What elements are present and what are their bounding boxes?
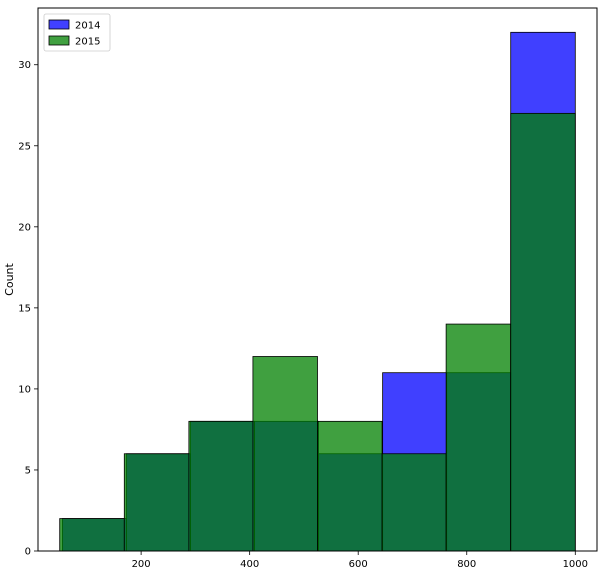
bar-2015-6: [445, 323, 512, 552]
y-tick-label: 30: [18, 60, 31, 71]
bar-2015-4: [317, 420, 383, 552]
legend-swatch-2014: [48, 19, 70, 30]
legend-label-2015: 2015: [75, 37, 100, 48]
y-tick-label: 5: [25, 465, 31, 476]
y-tick-label: 0: [25, 547, 31, 558]
bar-2015-1: [123, 453, 190, 552]
x-tick-label: 1000: [563, 559, 588, 570]
bar-2015-5: [381, 453, 447, 552]
bar-2015-0: [59, 518, 125, 552]
y-tick-label: 15: [18, 303, 31, 314]
y-tick-label: 20: [18, 222, 31, 233]
bar-2015-2: [188, 420, 254, 552]
y-axis: 0 5 10 15 20 25 30: [18, 60, 38, 558]
y-tick-label: 10: [18, 384, 31, 395]
legend-label-2014: 2014: [75, 21, 100, 32]
x-tick-label: 800: [457, 559, 476, 570]
bars-layer: [59, 31, 576, 552]
x-tick-label: 400: [240, 559, 259, 570]
bar-2015-3: [252, 356, 318, 552]
bar-2015-7: [510, 112, 576, 552]
y-axis-label: Count: [3, 262, 16, 295]
plot-frame: [37, 7, 598, 552]
y-tick-label: 25: [18, 141, 31, 152]
x-tick-label: 200: [132, 559, 151, 570]
x-tick-label: 600: [349, 559, 368, 570]
legend: 2014 2015: [43, 13, 111, 52]
legend-swatch-2015: [48, 35, 70, 46]
x-axis: 200 400 600 800 1000: [132, 551, 588, 570]
